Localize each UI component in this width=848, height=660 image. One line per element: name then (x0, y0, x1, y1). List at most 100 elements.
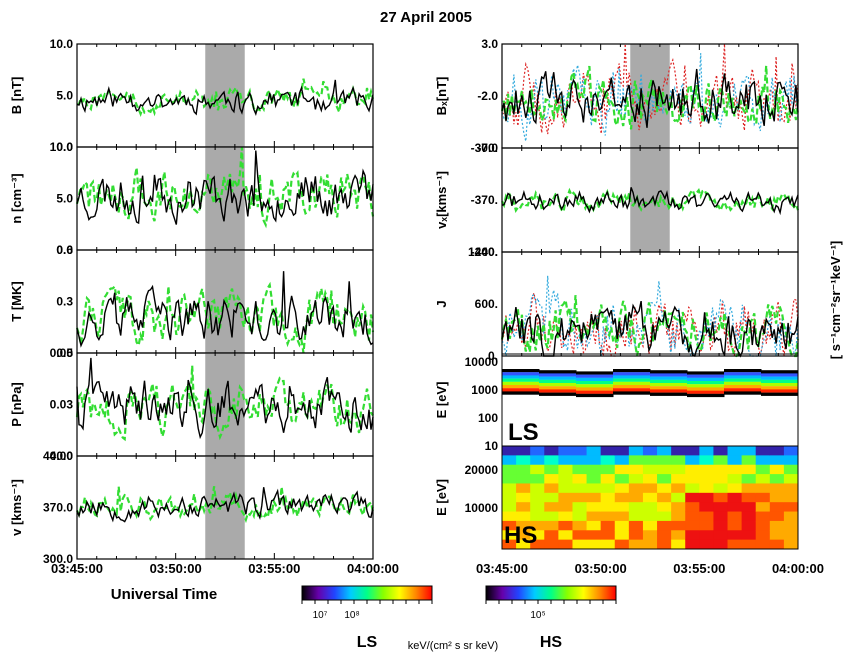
series-line (76, 78, 375, 117)
y-tick-label: -370. (471, 193, 498, 207)
spectrogram-cell (685, 502, 700, 513)
spectrogram-band (724, 391, 762, 395)
spectrogram-cell (755, 455, 771, 466)
spectrogram-cell (600, 520, 616, 531)
spectrogram-cell (671, 492, 686, 503)
spectrogram-cell (558, 446, 573, 456)
spectrogram-band (761, 389, 799, 393)
spectrogram-cell (558, 511, 573, 522)
spectrogram-band (724, 381, 762, 386)
spectrogram-cell (586, 474, 602, 484)
spectrogram-cell (516, 539, 531, 550)
y-tick-label: 0.0 (56, 346, 73, 360)
spectrogram-cell (530, 464, 545, 475)
spectrogram-cell (600, 483, 616, 494)
spectrogram-cell (572, 446, 588, 456)
spectrogram-cell (657, 492, 672, 503)
spectrogram-cell (755, 520, 771, 531)
spectrogram-band (650, 373, 688, 377)
spectrogram-band (576, 377, 614, 382)
panel-frame (501, 251, 799, 357)
spectrogram-band (502, 375, 540, 379)
spectrogram-cell (727, 464, 743, 475)
spectrogram-cell (783, 474, 799, 484)
spectrogram-cell (586, 483, 602, 494)
spectrogram-cell (671, 455, 686, 466)
x-axis-label: Universal Time (111, 586, 217, 603)
panel: 10.0 5.0 0.0 B [nT] (9, 37, 375, 154)
spectrogram-band (613, 391, 651, 395)
spectrogram-cell (699, 520, 714, 531)
spectrogram-cell (600, 446, 616, 456)
spectrogram-band (650, 376, 688, 380)
y-tick-label: 440.0 (43, 449, 73, 463)
y-axis-label: E [eV] (434, 382, 449, 419)
spectrogram-cell (671, 502, 686, 513)
spectrogram-cell (558, 483, 573, 494)
spectrogram-cell (657, 530, 672, 541)
spectrogram-cell (572, 539, 588, 550)
spectrogram-cell (783, 492, 799, 503)
spectrogram-band (687, 390, 725, 394)
spectrogram-cell (558, 530, 573, 541)
y-tick-label: 300.0 (43, 552, 73, 566)
spectrogram-cell (530, 530, 545, 541)
y-tick-label: 10 (485, 439, 499, 453)
spectrogram-band (613, 385, 651, 389)
spectrogram-cell (642, 446, 658, 456)
spectrogram-cell (600, 530, 616, 541)
spectrogram-cell (769, 530, 785, 541)
spectrogram-band (576, 387, 614, 391)
spectrogram-cell (713, 483, 729, 494)
panel: 0.6 0.3 0.0 T [MK] (9, 243, 375, 360)
spectrogram-band (650, 383, 688, 387)
spectrogram-cell (544, 511, 559, 522)
spectrogram-cell (727, 483, 743, 494)
spectrogram-cell (727, 511, 743, 522)
y-tick-label: 0.3 (56, 295, 73, 309)
spectrogram-cell (769, 511, 785, 522)
spectrogram-cell (614, 474, 630, 484)
spectrogram-ls: 10000 1000 100 10 E [eV] LS (434, 353, 799, 453)
spectrogram-band (650, 386, 688, 390)
j-units-label: [ s⁻¹cm⁻²sr⁻¹keV⁻¹] (828, 241, 843, 359)
spectrogram-band (687, 381, 725, 385)
spectrogram-cell (713, 502, 729, 513)
spectrogram-cell (558, 492, 573, 503)
spectrogram-cell (657, 520, 672, 531)
spectrogram-cell (727, 455, 743, 466)
panel: 1200. 600. 0. J (434, 245, 800, 363)
spectrogram-cell (600, 464, 616, 475)
x-tick-label: 03:55:00 (673, 561, 725, 576)
spectrogram-cell (699, 446, 714, 456)
spectrogram-cell (516, 511, 531, 522)
y-axis-label: J (434, 300, 449, 307)
spectrogram-cell (516, 502, 531, 513)
y-axis-label: P [nPa] (9, 382, 24, 427)
spectrogram-band (539, 376, 577, 380)
spectrogram-cell (713, 446, 729, 456)
spectrogram-cell (671, 446, 686, 456)
spectrogram-cell (544, 483, 559, 494)
y-tick-label: 0.03 (50, 398, 74, 412)
spectrogram-band (502, 381, 540, 386)
spectrogram-band (687, 374, 725, 378)
x-tick-label: 03:45:00 (51, 561, 103, 576)
spectrogram-cell (502, 483, 517, 494)
spectrogram-cell (685, 455, 700, 466)
spectrogram-cell (783, 520, 799, 531)
spectrogram-cell (516, 520, 531, 531)
spectrogram-cell (628, 520, 644, 531)
series-line (76, 271, 374, 348)
spectrogram-cell (642, 520, 658, 531)
spectrogram-cell (769, 474, 785, 484)
spectrogram-cell (755, 511, 771, 522)
spectrogram-cell (713, 464, 729, 475)
spectrogram-cell (572, 464, 588, 475)
spectrogram-cell (727, 502, 743, 513)
spectrogram-cell (586, 446, 602, 456)
colorbar: 10⁵ HS (485, 585, 617, 651)
series-line (76, 487, 374, 523)
colorbar-gradient (485, 585, 617, 601)
spectrogram-cell (544, 455, 559, 466)
